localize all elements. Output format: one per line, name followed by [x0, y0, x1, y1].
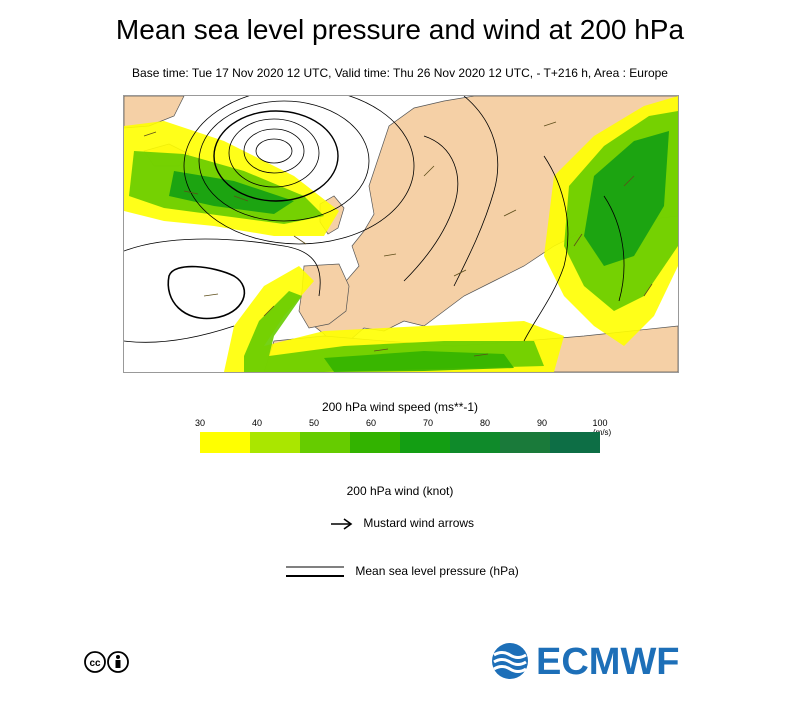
- scale-tick: 30: [194, 418, 206, 428]
- wind-arrow: [373, 348, 389, 352]
- wind-arrow: [203, 293, 219, 297]
- isobar-atlantic: [123, 238, 321, 297]
- chart-title: Mean sea level pressure and wind at 200 …: [115, 14, 685, 45]
- scale-unit: (m/s): [593, 428, 612, 437]
- wind-speed-ticks: 30 40 50 60 70 80 90 100: [195, 418, 620, 432]
- jet-south-green: [244, 291, 544, 372]
- pressure-legend-label: Mean sea level pressure (hPa): [355, 564, 519, 578]
- chart-subtitle: Base time: Tue 17 Nov 2020 12 UTC, Valid…: [132, 66, 668, 80]
- wind-arrow: [623, 175, 635, 187]
- low-isobar-1: [255, 138, 293, 164]
- wind-speed-scale-title: 200 hPa wind speed (ms**-1): [321, 400, 479, 414]
- map-canvas: [123, 87, 679, 373]
- isobar-east-4: [603, 195, 625, 302]
- wind-arrow: [383, 253, 397, 257]
- low-isobar-5: [198, 100, 370, 222]
- low-isobar-4: [213, 110, 339, 202]
- arrow-legend: Mustard wind arrows: [330, 516, 474, 531]
- wind-arrow: [263, 305, 275, 317]
- wind-arrow: [503, 209, 517, 217]
- wind-arrows: [143, 121, 653, 357]
- arrow-icon: [331, 518, 353, 530]
- arrow-legend-label: Mustard wind arrows: [363, 516, 475, 530]
- land-greenland: [123, 95, 185, 129]
- colorbar-segment: [300, 432, 350, 453]
- wind-arrow: [453, 269, 467, 277]
- colorbar-segment: [350, 432, 400, 453]
- high-isobar: [167, 265, 246, 320]
- ecmwf-logo-text: ECMWF: [536, 641, 680, 681]
- wind-arrow: [543, 121, 557, 127]
- wind-legend-title: 200 hPa wind (knot): [346, 484, 454, 498]
- low-isobar-2: [243, 128, 305, 174]
- wind-arrow: [423, 165, 435, 177]
- isobar-east-2: [453, 95, 499, 287]
- scale-tick: 50: [308, 418, 320, 428]
- colorbar-segment: [500, 432, 550, 453]
- isobars: [123, 87, 625, 343]
- isobar-east-1: [403, 135, 458, 282]
- isobar-east-3: [523, 155, 569, 342]
- wind-arrow: [473, 353, 489, 357]
- low-isobar-3: [228, 118, 320, 188]
- scale-tick: 60: [365, 418, 377, 428]
- pressure-legend: Mean sea level pressure (hPa): [286, 564, 519, 579]
- wind-arrow: [293, 235, 307, 245]
- scale-tick: 70: [422, 418, 434, 428]
- forecast-map: [123, 87, 679, 373]
- ecmwf-logo-mark: ECMWF: [492, 641, 680, 683]
- wind-speed-colorbar: [200, 432, 600, 453]
- colorbar-segment: [250, 432, 300, 453]
- isobar-line-icon: [286, 566, 344, 577]
- wind-arrow: [143, 131, 157, 137]
- jet-atlantic-core: [169, 171, 294, 214]
- wind-arrow: [643, 283, 653, 297]
- ecmwf-logo: ECMWF: [490, 641, 720, 686]
- wind-arrow: [183, 190, 199, 195]
- scale-tick: 100: [592, 418, 608, 428]
- wind-arrow: [573, 233, 583, 247]
- wind-speed-shading: [124, 96, 678, 372]
- wind-arrow: [233, 195, 249, 202]
- cc-by-license-icon: cc: [84, 651, 130, 678]
- svg-text:cc: cc: [89, 658, 101, 669]
- scale-tick: 90: [536, 418, 548, 428]
- jet-east-core: [584, 131, 669, 266]
- scale-tick: 80: [479, 418, 491, 428]
- colorbar-segment: [200, 432, 250, 453]
- colorbar-segment: [550, 432, 600, 453]
- colorbar-segment: [450, 432, 500, 453]
- isobar-south: [123, 325, 235, 343]
- colorbar-segment: [400, 432, 450, 453]
- jet-south-core: [324, 351, 514, 372]
- scale-tick: 40: [251, 418, 263, 428]
